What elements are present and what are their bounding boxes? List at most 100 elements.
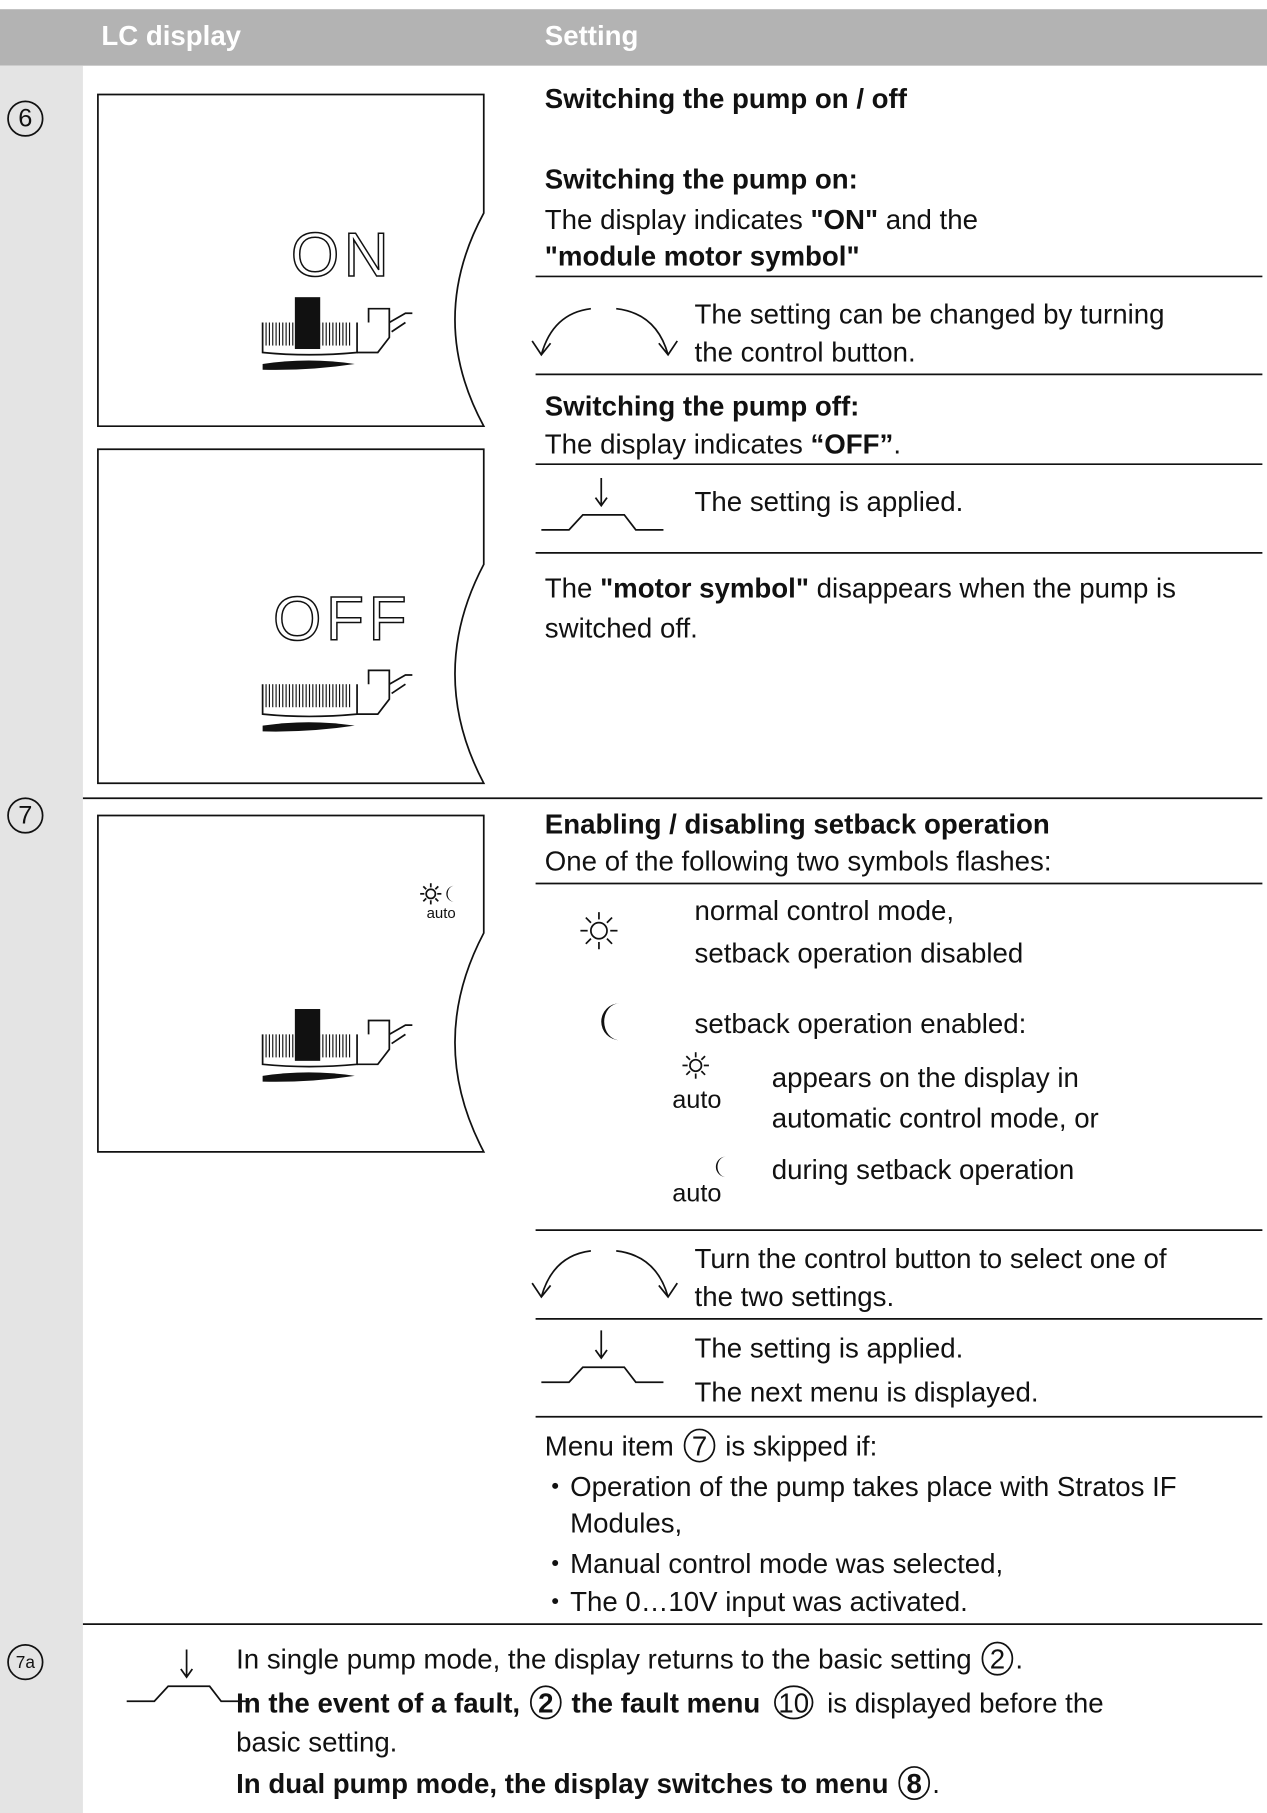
pump-body bbox=[261, 684, 358, 718]
text-segment: the two settings. bbox=[695, 1280, 895, 1311]
text-segment: disappears when the pump is bbox=[809, 572, 1176, 603]
moon-symbol bbox=[601, 1003, 620, 1041]
sun-ray bbox=[434, 897, 439, 902]
text-segment: during setback operation bbox=[772, 1154, 1075, 1185]
lcd-sun bbox=[420, 883, 442, 905]
text-segment: “OFF” bbox=[810, 428, 893, 459]
lcd-frame bbox=[97, 448, 486, 785]
text-segment: "module motor symbol" bbox=[545, 240, 860, 271]
text-line: Modules, bbox=[570, 1507, 682, 1538]
text-line: setback operation enabled: bbox=[695, 1007, 1027, 1038]
text-segment: is displayed before the bbox=[819, 1687, 1103, 1718]
text-segment: normal control mode, bbox=[695, 894, 954, 925]
text-segment: In dual pump mode, the display switches … bbox=[236, 1768, 896, 1799]
pump-body bbox=[261, 322, 358, 356]
sun-ray bbox=[685, 1070, 691, 1076]
text-line: In single pump mode, the display returns… bbox=[236, 1643, 1023, 1674]
sun-ray bbox=[585, 938, 592, 945]
pump-body bbox=[261, 1034, 358, 1068]
text-line: In the event of a fault, 2 the fault men… bbox=[236, 1687, 1103, 1718]
text-line: appears on the display in bbox=[772, 1061, 1079, 1092]
text-segment: Turn the control button to select one of bbox=[695, 1242, 1167, 1273]
sun-symbol bbox=[580, 912, 618, 950]
text-line: setback operation disabled bbox=[695, 937, 1024, 968]
text-line: The display indicates "ON" and the bbox=[545, 203, 978, 234]
motor-symbol bbox=[294, 297, 321, 350]
pump-base bbox=[262, 1072, 355, 1082]
press-icon bbox=[541, 1330, 664, 1384]
text-line: The setting can be changed by turning bbox=[695, 298, 1165, 329]
text-line: automatic control mode, or bbox=[772, 1102, 1099, 1133]
lcd-frame bbox=[97, 814, 486, 1153]
text-segment: and the bbox=[878, 203, 978, 234]
text-line: Manual control mode was selected, bbox=[570, 1548, 1003, 1579]
sun-core bbox=[590, 921, 608, 940]
sun-ray bbox=[422, 885, 427, 890]
text-segment: the control button. bbox=[695, 336, 916, 367]
text-segment: the fault menu bbox=[564, 1687, 768, 1718]
sun-auto-symbol bbox=[682, 1052, 709, 1079]
bullet bbox=[552, 1598, 559, 1605]
header-lc-display: LC display bbox=[101, 20, 241, 51]
sun-ray bbox=[585, 916, 592, 924]
text-line: the control button. bbox=[695, 336, 916, 367]
text-segment: The setting can be changed by turning bbox=[695, 298, 1165, 329]
header-setting: Setting bbox=[545, 20, 639, 51]
text-segment: The display indicates bbox=[545, 428, 811, 459]
number-circle bbox=[7, 1643, 44, 1681]
text-segment: Switching the pump off: bbox=[545, 390, 860, 421]
motor-symbol bbox=[294, 1009, 321, 1061]
text-segment: The 0…10V input was activated. bbox=[570, 1586, 968, 1617]
pump-head bbox=[357, 307, 413, 354]
text-segment: Modules, bbox=[570, 1507, 682, 1538]
press-icon bbox=[126, 1649, 249, 1703]
text-line: Switching the pump on / off bbox=[545, 82, 908, 113]
text-segment: . bbox=[1015, 1643, 1023, 1674]
header-bar bbox=[0, 9, 1267, 66]
text-line: The next menu is displayed. bbox=[695, 1376, 1039, 1407]
pump-icon bbox=[261, 1009, 413, 1082]
sun-core bbox=[689, 1058, 703, 1073]
sun-ray bbox=[700, 1055, 706, 1061]
text-line: basic setting. bbox=[236, 1726, 397, 1757]
text-line: switched off. bbox=[545, 612, 698, 643]
press-icon bbox=[541, 478, 664, 531]
text-line: Switching the pump off: bbox=[545, 390, 860, 421]
sun-ray bbox=[700, 1070, 706, 1076]
number-circle bbox=[898, 1766, 931, 1801]
text-line: Menu item 7 is skipped if: bbox=[545, 1430, 877, 1461]
text-line: The display indicates “OFF”. bbox=[545, 428, 901, 459]
lcd-moon bbox=[446, 885, 455, 902]
text-segment: setback operation disabled bbox=[695, 937, 1024, 968]
lcd-frame bbox=[97, 93, 486, 428]
text-line: Switching the pump on: bbox=[545, 163, 858, 194]
pump-icon bbox=[261, 669, 413, 732]
text-segment: . bbox=[893, 428, 901, 459]
text-segment: Menu item bbox=[545, 1430, 682, 1461]
text-segment: Switching the pump on: bbox=[545, 163, 858, 194]
text-line: "module motor symbol" bbox=[545, 240, 860, 271]
pump-icon bbox=[261, 297, 413, 370]
text-segment: The display indicates bbox=[545, 203, 811, 234]
row-number: 7 bbox=[18, 802, 32, 830]
text-segment: switched off. bbox=[545, 612, 698, 643]
text-line: Enabling / disabling setback operation bbox=[545, 808, 1050, 839]
text-segment: "ON" bbox=[810, 203, 878, 234]
number-circle bbox=[683, 1428, 716, 1463]
text-segment: appears on the display in bbox=[772, 1061, 1079, 1092]
text-line: the two settings. bbox=[695, 1280, 895, 1311]
number-circle bbox=[7, 797, 44, 834]
text-segment: The setting is applied. bbox=[695, 1332, 964, 1363]
pump-base bbox=[262, 360, 355, 370]
lcd-readout: ON bbox=[291, 221, 393, 290]
sun-ray bbox=[606, 916, 613, 924]
row-number: 6 bbox=[18, 105, 32, 133]
bullet bbox=[552, 1560, 559, 1567]
sun-core bbox=[425, 888, 437, 900]
text-segment: . bbox=[932, 1768, 940, 1799]
text-line: Turn the control button to select one of bbox=[695, 1242, 1167, 1273]
circled-number: 2 bbox=[538, 1687, 553, 1718]
text-line: One of the following two symbols flashes… bbox=[545, 845, 1052, 876]
text-segment: automatic control mode, or bbox=[772, 1102, 1099, 1133]
